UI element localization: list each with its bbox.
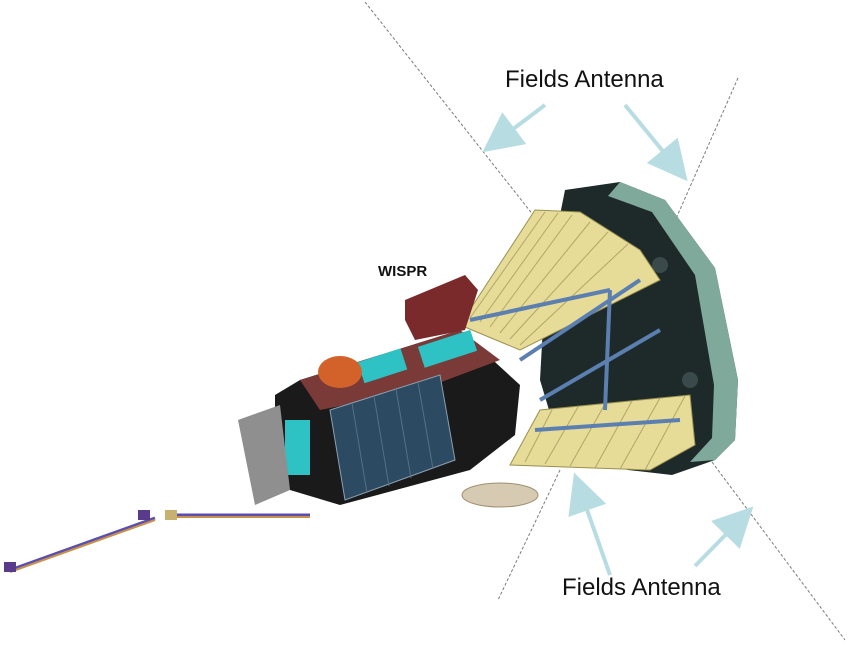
support-struts [469, 278, 681, 432]
arrow-top-left [482, 103, 547, 153]
shield-mount [652, 257, 668, 273]
spacecraft-bus [238, 329, 520, 505]
side-panel [238, 405, 290, 505]
upper-solar-array [459, 209, 661, 351]
lower-solar-array [509, 394, 696, 471]
fields-antenna-line-a [364, 1, 546, 231]
boom-sensor [138, 510, 150, 520]
radiator-panel [357, 348, 408, 384]
boom-sensor [165, 510, 177, 520]
arrow-bottom-right [693, 506, 754, 568]
wispr-instrument [405, 275, 478, 340]
radiator-panel [285, 420, 310, 475]
instrument-dome [318, 356, 362, 388]
arrow-bottom-left [568, 472, 612, 576]
fields-antenna-label-bottom: Fields Antenna [562, 574, 721, 601]
label-arrows [482, 103, 754, 576]
shield-mount [682, 372, 698, 388]
arrow-top-right [623, 103, 688, 182]
wispr-label: WISPR [378, 263, 428, 280]
fields-antenna-line-d [711, 461, 846, 641]
radiator-panel [417, 329, 478, 368]
antenna-dish [461, 482, 539, 508]
fields-antenna-label-top: Fields Antenna [505, 66, 664, 93]
magnetometer-boom [4, 510, 310, 573]
fields-antenna-line-c [497, 469, 561, 601]
boom-sensor [4, 562, 16, 572]
